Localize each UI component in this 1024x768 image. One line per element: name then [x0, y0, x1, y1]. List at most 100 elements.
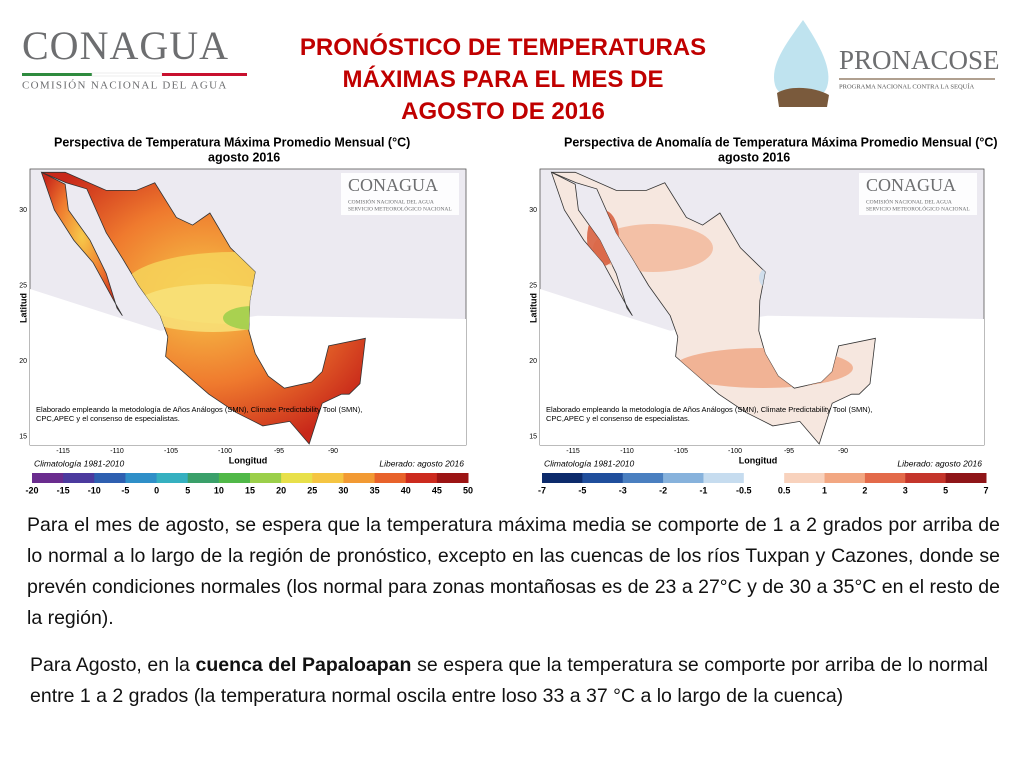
map-note: CPC,APEC y el consenso de especialistas.	[546, 414, 690, 423]
colorbar-label: 50	[463, 485, 473, 495]
colorbar-segment	[312, 473, 344, 483]
colorbar-segment	[187, 473, 220, 483]
colorbar-label: 5	[185, 485, 190, 495]
colorbar-label: -3	[619, 485, 627, 495]
map-temperature: Perspectiva de Temperatura Máxima Promed…	[18, 135, 473, 495]
logo-rule	[839, 78, 995, 80]
x-axis-label: Longitud	[229, 455, 267, 465]
colorbar-label: -10	[88, 485, 101, 495]
colorbar-segment	[125, 473, 158, 483]
colorbar-label: 10	[214, 485, 224, 495]
x-tick-label: -115	[56, 448, 70, 455]
map-subtitle: agosto 2016	[718, 150, 790, 164]
x-axis-label: Longitud	[739, 455, 777, 465]
y-tick-label: 20	[19, 358, 27, 365]
slide-title: PRONÓSTICO DE TEMPERATURAS MÁXIMAS PARA …	[270, 32, 736, 128]
colorbar-segment	[156, 473, 189, 483]
paragraph-bold: cuenca del Papaloapan	[195, 654, 412, 676]
colorbar-label: -7	[538, 485, 546, 495]
y-tick-label: 20	[529, 358, 537, 365]
y-tick-label: 25	[529, 282, 537, 289]
watermark-box	[341, 173, 459, 215]
colorbar-label: 30	[338, 485, 348, 495]
colorbar-label: -0.5	[736, 485, 752, 495]
colorbar-segment	[436, 473, 469, 483]
colorbar-segment	[622, 473, 664, 483]
colorbar-segment	[281, 473, 313, 483]
paragraph-text: se espera que la temperatura se comporte…	[30, 654, 994, 707]
logo-stripe	[22, 73, 92, 76]
watermark-line: SERVICIO METEOROLÓGICO NACIONAL	[866, 204, 970, 212]
logo-pronacose: PRONACOSE PROGRAMA NACIONAL CONTRA LA SE…	[774, 20, 1000, 107]
watermark-line: COMISIÓN NACIONAL DEL AGUA	[866, 197, 952, 205]
y-tick-label: 15	[529, 433, 537, 440]
map-subtitle: agosto 2016	[208, 150, 280, 164]
y-axis-label: Latitud	[528, 293, 538, 323]
x-tick-label: -90	[328, 448, 338, 455]
map-note: CPC,APEC y el consenso de especialistas.	[36, 414, 180, 423]
paragraph: Para el mes de agosto, se espera que la …	[27, 510, 1000, 634]
colorbar-label: 1	[822, 485, 827, 495]
x-tick-label: -100	[728, 448, 742, 455]
logo-conagua: CONAGUA COMISIÓN NACIONAL DEL AGUA	[22, 28, 247, 92]
colorbar-segment	[864, 473, 906, 483]
logo-stripe	[162, 73, 247, 76]
colorbar-segment	[703, 473, 745, 483]
x-tick-label: -110	[620, 448, 634, 455]
colorbar-label: -1	[699, 485, 707, 495]
x-tick-label: -95	[784, 448, 794, 455]
colorbar-segment	[343, 473, 376, 483]
watermark-box	[859, 173, 977, 215]
climatology: Climatología 1981-2010	[544, 458, 635, 468]
colorbar-label: -5	[578, 485, 586, 495]
watermark-line: COMISIÓN NACIONAL DEL AGUA	[348, 197, 434, 205]
climatology: Climatología 1981-2010	[34, 458, 125, 468]
title-line: MÁXIMAS PARA EL MES DE	[342, 66, 664, 93]
x-tick-label: -90	[838, 448, 848, 455]
colorbar-label: 40	[401, 485, 411, 495]
colorbar-label: 0.5	[778, 485, 791, 495]
colorbar-segment	[374, 473, 407, 483]
logo-text: CONAGUA	[22, 28, 229, 68]
colorbar-label: -20	[25, 485, 38, 495]
colorbar-segment	[94, 473, 126, 483]
colorbar-segment	[743, 473, 785, 483]
colorbar-segment	[945, 473, 987, 483]
colorbar-label: -2	[659, 485, 667, 495]
colorbar-label: 15	[245, 485, 255, 495]
map-note: Elaborado empleando la metodología de Añ…	[36, 405, 362, 414]
title-line: PRONÓSTICO DE TEMPERATURAS	[299, 34, 707, 61]
watermark-line: SERVICIO METEOROLÓGICO NACIONAL	[348, 204, 452, 212]
map-anomaly: Perspectiva de Anomalía de Temperatura M…	[528, 135, 997, 495]
watermark: CONAGUA	[348, 175, 438, 195]
colorbar-segment	[218, 473, 251, 483]
watermark: CONAGUA	[866, 175, 956, 195]
logo-subtitle: PROGRAMA NACIONAL CONTRA LA SEQUÍA	[839, 82, 974, 90]
logo-text: PRONACOSE	[839, 45, 1000, 75]
paragraph-text: Para Agosto, en la	[30, 654, 196, 676]
colorbar-segment	[250, 473, 282, 483]
colorbar-label: 3	[903, 485, 908, 495]
colorbar-label: 35	[370, 485, 380, 495]
y-tick-label: 25	[19, 282, 27, 289]
logo-ground	[777, 87, 829, 107]
title-line: AGOSTO DE 2016	[401, 98, 605, 125]
colorbar-label: 5	[943, 485, 948, 495]
colorbar-segment	[63, 473, 95, 483]
land-baja	[40, 171, 123, 316]
x-tick-label: -105	[674, 448, 688, 455]
map-title: Perspectiva de Temperatura Máxima Promed…	[54, 135, 410, 149]
colorbar-segment	[405, 473, 438, 483]
y-tick-label: 30	[529, 207, 537, 214]
y-tick-label: 30	[19, 207, 27, 214]
released: Liberado: agosto 2016	[379, 458, 464, 468]
y-tick-label: 15	[19, 433, 27, 440]
map-note: Elaborado empleando la metodología de Añ…	[546, 405, 872, 414]
paragraph-text: Para el mes de agosto, se espera que la …	[27, 514, 1000, 629]
colorbar-segment	[542, 473, 583, 483]
colorbar-label: -15	[57, 485, 70, 495]
colorbar-label: 25	[307, 485, 317, 495]
y-axis-label: Latitud	[18, 293, 28, 323]
logo-drop	[774, 20, 829, 101]
